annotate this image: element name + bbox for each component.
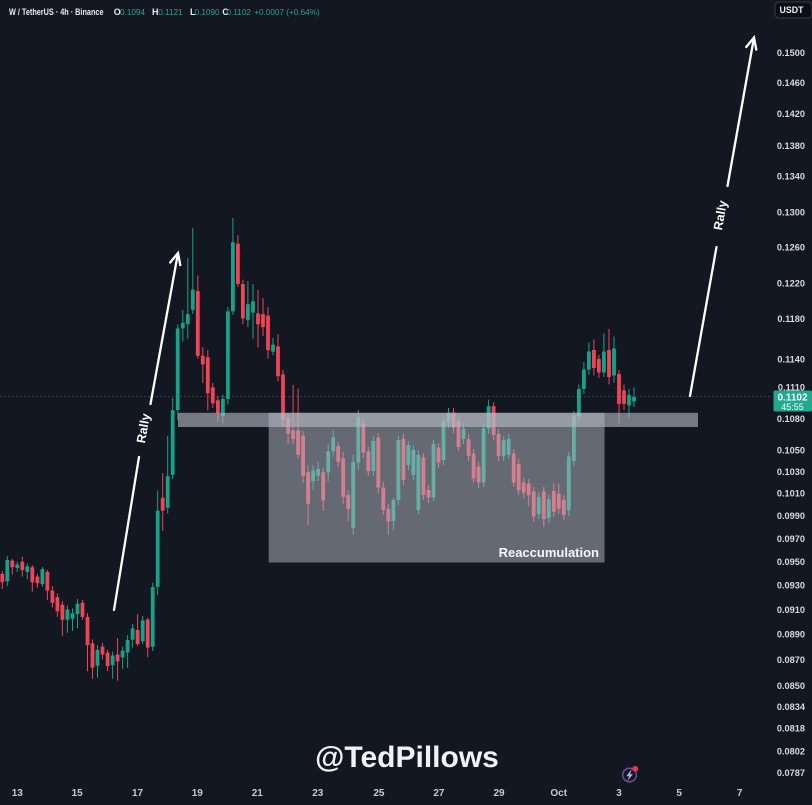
svg-text:0.0890: 0.0890 (777, 630, 805, 640)
svg-text:19: 19 (192, 788, 204, 799)
svg-text:0.0818: 0.0818 (777, 724, 805, 734)
svg-text:21: 21 (252, 788, 264, 799)
svg-text:29: 29 (493, 788, 505, 799)
svg-text:0.1094: 0.1094 (120, 8, 145, 17)
svg-text:W / TetherUS · 4h · Binance: W / TetherUS · 4h · Binance (9, 7, 104, 18)
svg-text:0.0870: 0.0870 (777, 655, 805, 665)
svg-text:0.1080: 0.1080 (777, 414, 805, 424)
svg-text:15: 15 (72, 788, 84, 799)
svg-text:0.0930: 0.0930 (777, 581, 805, 591)
svg-text:0.0910: 0.0910 (777, 605, 805, 615)
svg-text:0.1180: 0.1180 (777, 314, 805, 324)
svg-text:0.1500: 0.1500 (777, 48, 805, 58)
svg-text:7: 7 (737, 788, 743, 799)
svg-text:0.0970: 0.0970 (777, 534, 805, 544)
svg-text:@TedPillows: @TedPillows (315, 741, 499, 774)
svg-text:Oct: Oct (550, 788, 567, 799)
svg-text:0.1380: 0.1380 (777, 141, 805, 151)
svg-text:0.0802: 0.0802 (777, 747, 805, 757)
svg-text:13: 13 (12, 788, 24, 799)
svg-text:0.1260: 0.1260 (777, 243, 805, 253)
svg-text:0.1010: 0.1010 (777, 489, 805, 499)
svg-text:USDT: USDT (780, 5, 805, 15)
svg-text:+0.0007 (+0.64%): +0.0007 (+0.64%) (254, 8, 320, 17)
svg-text:0.1420: 0.1420 (777, 109, 805, 119)
svg-text:0.1121: 0.1121 (158, 8, 183, 17)
svg-text:25: 25 (373, 788, 385, 799)
svg-text:0.0990: 0.0990 (777, 511, 805, 521)
svg-text:0.0834: 0.0834 (777, 702, 806, 712)
svg-text:5: 5 (676, 788, 682, 799)
svg-text:17: 17 (132, 788, 144, 799)
svg-text:0.1340: 0.1340 (777, 172, 805, 182)
svg-text:0.0950: 0.0950 (777, 557, 805, 567)
svg-text:0.1090: 0.1090 (195, 8, 220, 17)
svg-text:Reaccumulation: Reaccumulation (499, 545, 599, 560)
svg-text:0.1300: 0.1300 (777, 208, 805, 218)
svg-text:0.1460: 0.1460 (777, 78, 805, 88)
svg-text:27: 27 (433, 788, 445, 799)
svg-text:0.1140: 0.1140 (777, 354, 805, 364)
svg-text:3: 3 (616, 788, 622, 799)
svg-text:0.0787: 0.0787 (777, 768, 805, 778)
svg-text:0.1102: 0.1102 (227, 8, 252, 17)
svg-text:23: 23 (312, 788, 324, 799)
svg-text:45:55: 45:55 (781, 402, 804, 412)
svg-text:0.0850: 0.0850 (777, 681, 805, 691)
svg-text:0.1220: 0.1220 (777, 279, 805, 289)
svg-text:0.1050: 0.1050 (777, 445, 805, 455)
svg-text:0.1030: 0.1030 (777, 467, 805, 477)
